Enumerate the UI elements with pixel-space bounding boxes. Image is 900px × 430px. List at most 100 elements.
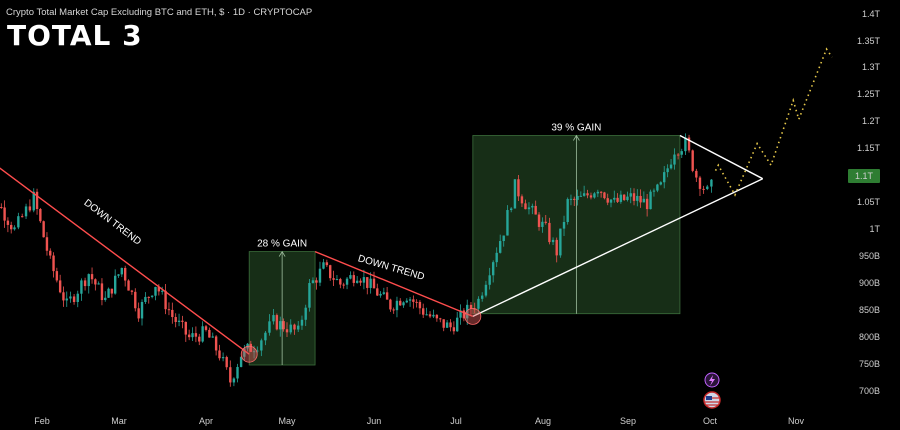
candle-body: [335, 279, 339, 281]
candle-body: [569, 198, 573, 200]
candle-body: [445, 322, 449, 328]
candle-body: [32, 191, 35, 211]
candle-body: [355, 280, 359, 283]
projection-path: [714, 47, 833, 197]
y-tick-label: 1.4T: [862, 9, 881, 19]
candle-body: [97, 283, 100, 285]
lightning-icon-glyph: [709, 375, 715, 386]
candle-body: [140, 301, 144, 319]
candle-body: [35, 191, 39, 210]
candle-body: [652, 190, 656, 192]
y-axis: 1.4T 1.35T 1.3T 1.25T 1.2T 1.15T 1.1T 1.05T 1T 95…: [848, 9, 881, 396]
candle-body: [513, 179, 517, 209]
y-tick-label: 700B: [859, 386, 880, 396]
candle-body: [252, 351, 256, 353]
trend-line-4: [679, 134, 764, 180]
candle-body: [211, 336, 214, 338]
candle-body: [559, 228, 562, 256]
candle-body: [645, 198, 649, 210]
candle-body: [399, 300, 402, 306]
y-tick-label: 1.35T: [857, 36, 881, 46]
candle-body: [382, 292, 386, 294]
x-tick-label: Mar: [111, 416, 127, 426]
candle-body: [90, 274, 94, 280]
candle-body: [593, 193, 596, 198]
candle-body: [174, 317, 177, 322]
icons: [703, 372, 721, 409]
candle-body: [449, 322, 452, 328]
candle-body: [62, 292, 65, 301]
candle-body: [137, 308, 140, 319]
candle-body: [379, 293, 382, 296]
candle-body: [548, 222, 551, 243]
candle-body: [706, 186, 709, 189]
candle-body: [669, 164, 673, 169]
y-tick-label: 1T: [869, 224, 880, 234]
candle-body: [524, 203, 527, 210]
x-tick-label: Nov: [788, 416, 805, 426]
candle-body: [582, 193, 586, 196]
x-tick-label: Sep: [620, 416, 636, 426]
x-tick-label: Aug: [535, 416, 551, 426]
us-flag-canton: [706, 396, 712, 400]
candle-body: [107, 288, 110, 298]
candle-body: [506, 210, 509, 236]
x-axis: Feb Mar Apr May Jun Jul Aug Sep Oct Nov: [34, 416, 804, 426]
candle-body: [502, 235, 505, 242]
candle-body: [402, 302, 405, 306]
candles: [0, 133, 713, 387]
candle-body: [544, 221, 547, 223]
candle-body: [80, 280, 83, 294]
annotation-4: 39 % GAIN: [551, 123, 601, 134]
candle-body: [127, 280, 130, 291]
candle-body: [264, 332, 267, 341]
candle-body: [117, 274, 120, 276]
candle-body: [366, 277, 369, 288]
candle-body: [710, 179, 713, 187]
candle-body: [369, 278, 372, 288]
candle-body: [531, 205, 534, 208]
candle-body: [208, 329, 211, 338]
candle-body: [177, 320, 181, 322]
candle-body: [24, 206, 28, 217]
candle-body: [491, 262, 495, 276]
candle-body: [315, 280, 318, 283]
candle-body: [418, 301, 422, 309]
candle-body: [293, 324, 296, 330]
candle-body: [236, 366, 239, 379]
candle-body: [345, 278, 349, 285]
candle-body: [65, 298, 68, 301]
candle-body: [495, 252, 498, 263]
candle-body: [517, 179, 520, 197]
candle-body: [488, 275, 491, 285]
candle-body: [422, 308, 425, 315]
candle-body: [452, 327, 456, 332]
candle-body: [329, 265, 332, 279]
candle-body: [13, 227, 16, 230]
candle-body: [154, 286, 157, 296]
candle-body: [76, 293, 79, 302]
candle-body: [405, 300, 408, 303]
candle-body: [113, 275, 117, 294]
candle-body: [566, 199, 569, 223]
candle-body: [181, 320, 184, 322]
candle-body: [0, 207, 3, 209]
current-price-label: 1.1T: [855, 171, 874, 181]
y-tick-label: 950B: [859, 251, 880, 261]
candle-body: [462, 310, 466, 319]
candle-body: [666, 168, 669, 173]
candle-body: [432, 314, 435, 317]
candle-body: [349, 275, 352, 279]
candle-body: [110, 288, 114, 294]
candle-body: [28, 206, 32, 211]
candle-body: [435, 314, 439, 319]
candle-body: [49, 250, 52, 256]
candle-body: [698, 177, 702, 189]
candle-body: [17, 216, 20, 228]
touch-point-marker: [464, 307, 482, 325]
candle-body: [157, 286, 161, 292]
candle-body: [268, 321, 271, 333]
x-tick-label: Jul: [450, 416, 462, 426]
candle-body: [171, 309, 174, 318]
